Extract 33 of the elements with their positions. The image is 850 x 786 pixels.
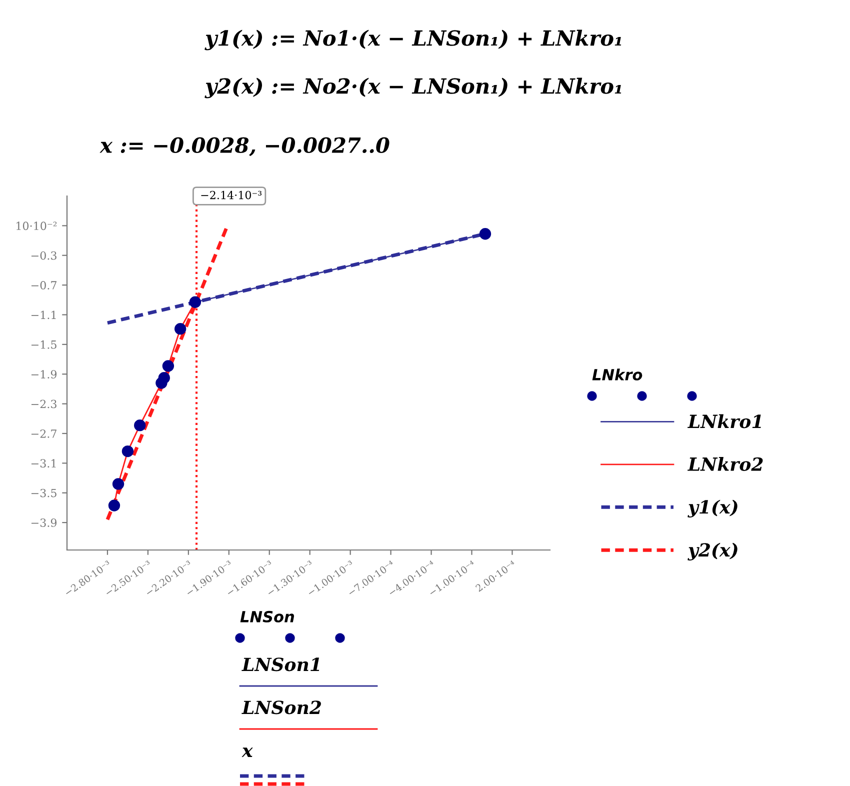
y-axis-title: LNkro bbox=[592, 368, 642, 380]
text: y2(x) := No2·(x − LNSon₁) + LNkro₁ bbox=[204, 78, 622, 98]
y-tick-label: −1.1 bbox=[31, 310, 56, 320]
point bbox=[189, 296, 202, 308]
y-tick-label: −0.3 bbox=[31, 251, 56, 260]
y-tick-label: 10·10⁻² bbox=[16, 222, 57, 230]
text: y1(x) := No1·(x − LNSon₁) + LNkro₁ bbox=[204, 30, 622, 50]
legend-label: LNkro2 bbox=[687, 457, 763, 471]
point bbox=[479, 228, 492, 240]
point bbox=[134, 419, 146, 432]
text: x := −0.0028, −0.0027..0 bbox=[100, 137, 390, 156]
legend-label: y1(x) bbox=[688, 500, 738, 518]
point bbox=[158, 372, 170, 384]
ref-line-label: −2.14·10⁻³ bbox=[201, 190, 262, 200]
text: LNSon2 bbox=[242, 700, 321, 714]
point bbox=[112, 478, 124, 490]
y-tick-label: −3.5 bbox=[31, 488, 56, 498]
point bbox=[122, 445, 134, 458]
y-tick-label: −0.7 bbox=[31, 281, 56, 290]
y-tick-label: −3.9 bbox=[31, 518, 57, 527]
legend-label: y2(x) bbox=[688, 542, 738, 560]
point bbox=[162, 360, 174, 372]
y-tick-label: −1.9 bbox=[31, 370, 57, 378]
point bbox=[108, 500, 120, 512]
x-axis-title: LNSon bbox=[240, 610, 294, 622]
text: LNSon1 bbox=[242, 658, 320, 672]
y-tick-label: −2.3 bbox=[31, 400, 56, 408]
y-tick-label: −3.1 bbox=[31, 459, 56, 468]
y-tick-label: −2.7 bbox=[31, 429, 56, 438]
text: x bbox=[242, 748, 253, 757]
y-tick-label: −1.5 bbox=[31, 340, 56, 349]
point bbox=[174, 323, 186, 335]
legend-label: LNkro1 bbox=[687, 414, 761, 428]
